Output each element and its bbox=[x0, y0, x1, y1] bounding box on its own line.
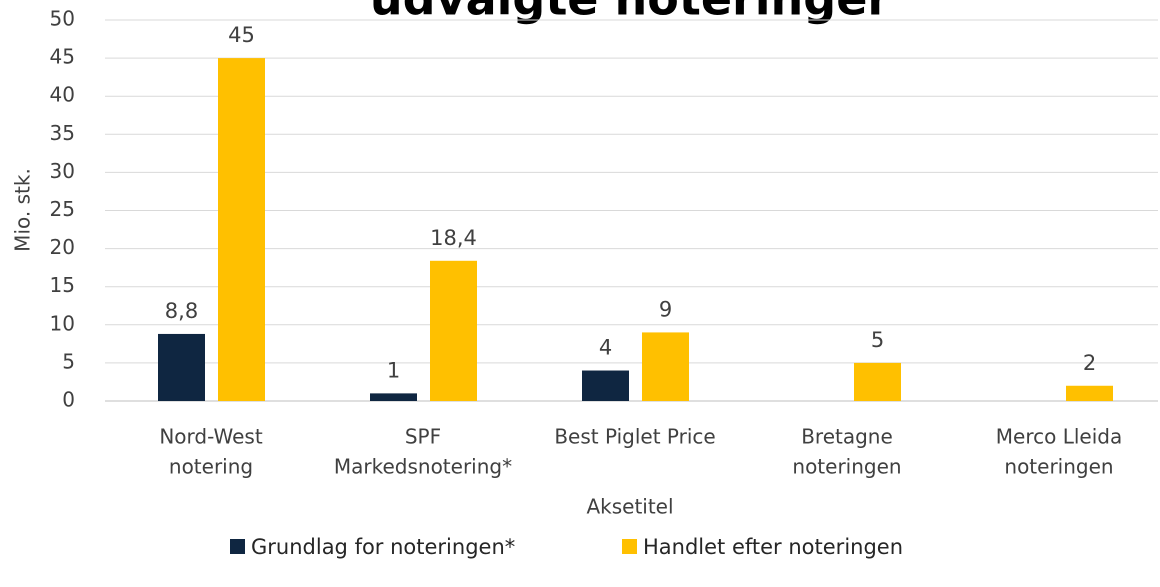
bar bbox=[1066, 385, 1113, 401]
y-tick-label: 30 bbox=[50, 159, 75, 183]
legend-label: Grundlag for noteringen* bbox=[251, 535, 515, 559]
x-tick-label: noteringen bbox=[792, 455, 901, 479]
y-tick-label: 25 bbox=[50, 197, 75, 221]
bar bbox=[430, 260, 477, 401]
bar bbox=[218, 58, 265, 401]
bar bbox=[642, 332, 689, 401]
bar bbox=[582, 370, 629, 401]
legend-label: Handlet efter noteringen bbox=[643, 535, 903, 559]
data-label: 2 bbox=[1083, 351, 1096, 375]
data-label: 8,8 bbox=[165, 299, 198, 323]
y-tick-label: 35 bbox=[50, 121, 75, 145]
legend-swatch bbox=[230, 539, 245, 554]
y-tick-label: 10 bbox=[50, 311, 75, 335]
data-label: 45 bbox=[228, 23, 255, 47]
x-axis-label: Aksetitel bbox=[586, 495, 673, 519]
y-tick-label: 40 bbox=[50, 83, 75, 107]
x-tick-label: Merco Lleida bbox=[996, 425, 1122, 449]
x-tick-label: Bretagne bbox=[801, 425, 893, 449]
y-tick-label: 0 bbox=[62, 388, 75, 412]
x-tick-label: SPF bbox=[405, 425, 441, 449]
data-label: 4 bbox=[599, 336, 612, 360]
data-label: 5 bbox=[871, 328, 884, 352]
y-tick-label: 20 bbox=[50, 235, 75, 259]
x-tick-label: Best Piglet Price bbox=[554, 425, 715, 449]
bar bbox=[158, 333, 205, 401]
y-tick-label: 15 bbox=[50, 273, 75, 297]
y-tick-label: 45 bbox=[50, 45, 75, 69]
data-label: 1 bbox=[387, 358, 400, 382]
data-label: 9 bbox=[659, 297, 672, 321]
bar bbox=[370, 393, 417, 401]
data-label: 18,4 bbox=[430, 226, 477, 250]
x-tick-label: Markedsnotering* bbox=[334, 455, 512, 479]
y-tick-label: 50 bbox=[50, 7, 75, 31]
x-tick-label: notering bbox=[169, 455, 253, 479]
chart-title: udvalgte noteringer bbox=[370, 0, 890, 26]
y-axis-label: Mio. stk. bbox=[11, 168, 35, 252]
legend-swatch bbox=[622, 539, 637, 554]
x-tick-label: Nord-West bbox=[159, 425, 262, 449]
y-tick-label: 5 bbox=[62, 349, 75, 373]
x-tick-label: noteringen bbox=[1004, 455, 1113, 479]
bar bbox=[854, 362, 901, 401]
